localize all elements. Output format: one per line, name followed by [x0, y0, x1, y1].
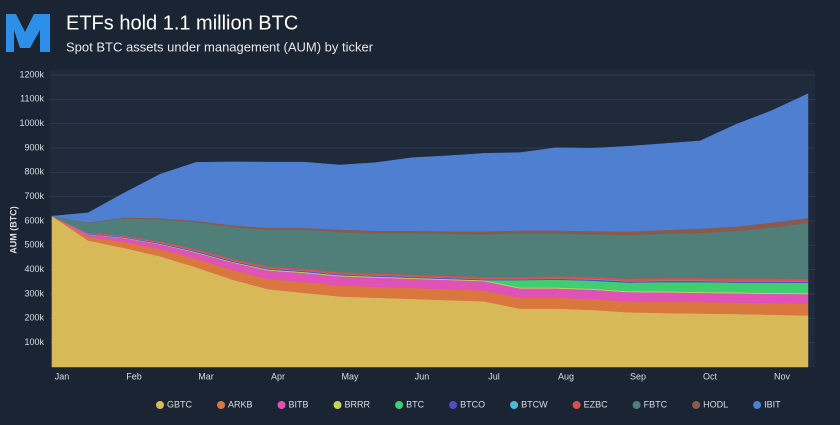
legend-label: EZBC: [584, 399, 609, 409]
x-tick-label: Sep: [630, 371, 646, 381]
x-tick-label: Jan: [55, 371, 70, 381]
legend-marker: [333, 401, 342, 409]
legend-label: BTC: [406, 399, 425, 409]
x-tick-label: Mar: [198, 371, 214, 381]
legend-label: BTCO: [460, 399, 485, 409]
y-tick-label: 600k: [24, 215, 44, 225]
legend-label: GBTC: [167, 399, 193, 409]
legend-label: BTCW: [521, 399, 548, 409]
legend-marker: [510, 401, 519, 409]
x-tick-label: Feb: [126, 371, 142, 381]
legend-label: IBIT: [764, 399, 781, 409]
legend-marker: [277, 401, 286, 409]
y-axis-label: AUM (BTC): [8, 206, 18, 254]
y-tick-label: 1200k: [19, 69, 44, 79]
y-tick-label: 1000k: [19, 118, 44, 128]
y-tick-label: 500k: [24, 240, 44, 250]
x-tick-label: Apr: [271, 371, 285, 381]
x-tick-label: Nov: [774, 371, 791, 381]
legend-marker: [156, 401, 164, 409]
legend-label: FBTC: [644, 399, 668, 409]
y-tick-label: 700k: [24, 191, 44, 201]
legend-marker: [217, 401, 226, 409]
legend-marker: [572, 401, 581, 409]
y-tick-label: 900k: [24, 142, 44, 152]
legend-marker: [753, 401, 762, 409]
y-tick-label: 300k: [24, 288, 44, 298]
x-tick-label: Jul: [488, 371, 500, 381]
y-tick-label: 400k: [24, 264, 44, 274]
x-tick-label: May: [341, 371, 359, 381]
chart-subtitle: Spot BTC assets under management (AUM) b…: [66, 39, 374, 54]
chart-title: ETFs hold 1.1 million BTC: [66, 12, 298, 34]
y-tick-label: 800k: [24, 167, 44, 177]
legend-marker: [395, 401, 404, 409]
y-tick-label: 200k: [24, 313, 44, 323]
x-tick-label: Jun: [415, 371, 430, 381]
x-tick-label: Aug: [558, 371, 574, 381]
legend-label: BRRR: [345, 399, 371, 409]
legend-marker: [632, 401, 641, 409]
legend-label: BITB: [289, 399, 309, 409]
legend-marker: [449, 401, 458, 409]
y-tick-label: 1100k: [20, 94, 44, 104]
logo: [6, 14, 50, 52]
x-tick-label: Oct: [703, 371, 718, 381]
area: [51, 93, 809, 232]
legend-label: HODL: [703, 399, 728, 409]
legend-marker: [692, 401, 701, 409]
y-tick-label: 100k: [24, 337, 44, 347]
legend-label: ARKB: [228, 399, 253, 409]
